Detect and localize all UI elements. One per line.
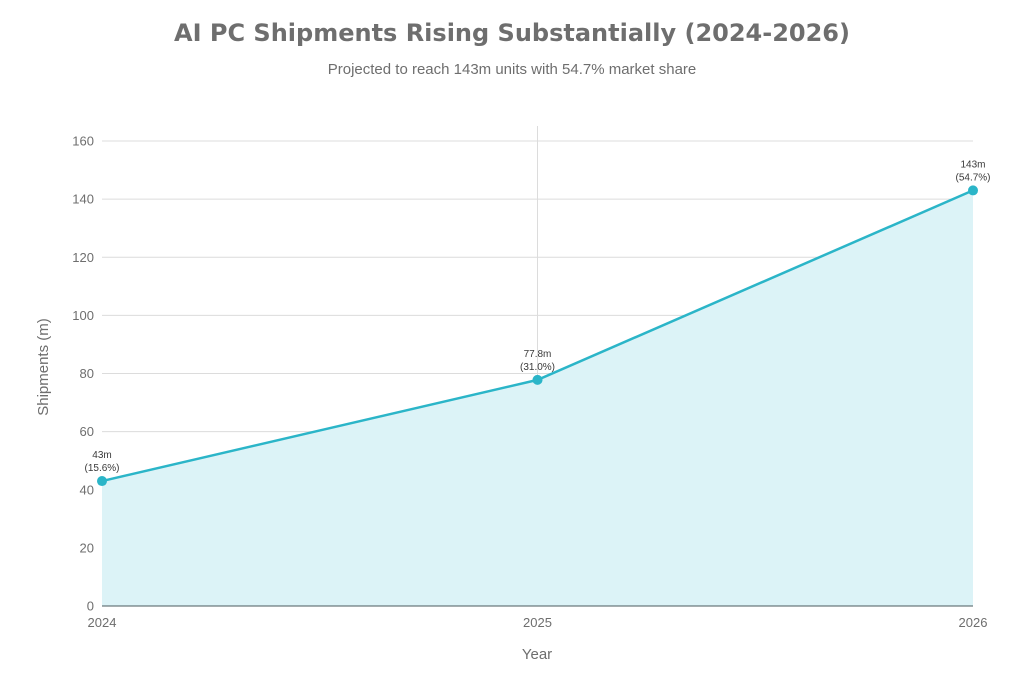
data-label-value: 77.8m <box>524 349 552 360</box>
area-layer <box>102 190 973 607</box>
y-tick-label: 80 <box>80 366 94 381</box>
y-tick-label: 20 <box>80 540 94 555</box>
area-fill <box>102 190 973 606</box>
data-label-value: 143m <box>960 159 985 170</box>
chart-title: AI PC Shipments Rising Substantially (20… <box>174 19 850 47</box>
data-label-share: (15.6%) <box>84 463 119 474</box>
data-point <box>968 185 978 196</box>
data-label-share: (31.0%) <box>520 362 555 373</box>
y-tick-label: 140 <box>72 192 94 207</box>
y-tick-label: 60 <box>80 424 94 439</box>
y-tick-label: 160 <box>72 134 94 149</box>
y-axis-ticks: 0 20 40 60 80 100 120 140 160 <box>72 134 94 614</box>
y-tick-label: 100 <box>72 308 94 323</box>
x-tick-label: 2024 <box>88 615 117 630</box>
data-point <box>532 374 543 385</box>
data-label-share: (54.7%) <box>955 172 990 183</box>
x-axis-title: Year <box>522 646 552 663</box>
chart-subtitle: Projected to reach 143m units with 54.7%… <box>327 61 697 78</box>
series-marks: 43m (15.6%) 77.8m (31.0%) 143m (54.7%) <box>84 159 991 487</box>
x-axis-ticks: 2024 2025 2026 <box>88 615 988 630</box>
x-tick-label: 2025 <box>523 615 552 630</box>
y-axis-title: Shipments (m) <box>35 318 52 416</box>
y-tick-label: 40 <box>80 482 94 497</box>
y-tick-label: 0 <box>87 599 94 614</box>
x-tick-label: 2026 <box>959 615 988 630</box>
data-point <box>97 476 107 487</box>
y-tick-label: 120 <box>72 250 94 265</box>
data-label-value: 43m <box>92 450 111 461</box>
